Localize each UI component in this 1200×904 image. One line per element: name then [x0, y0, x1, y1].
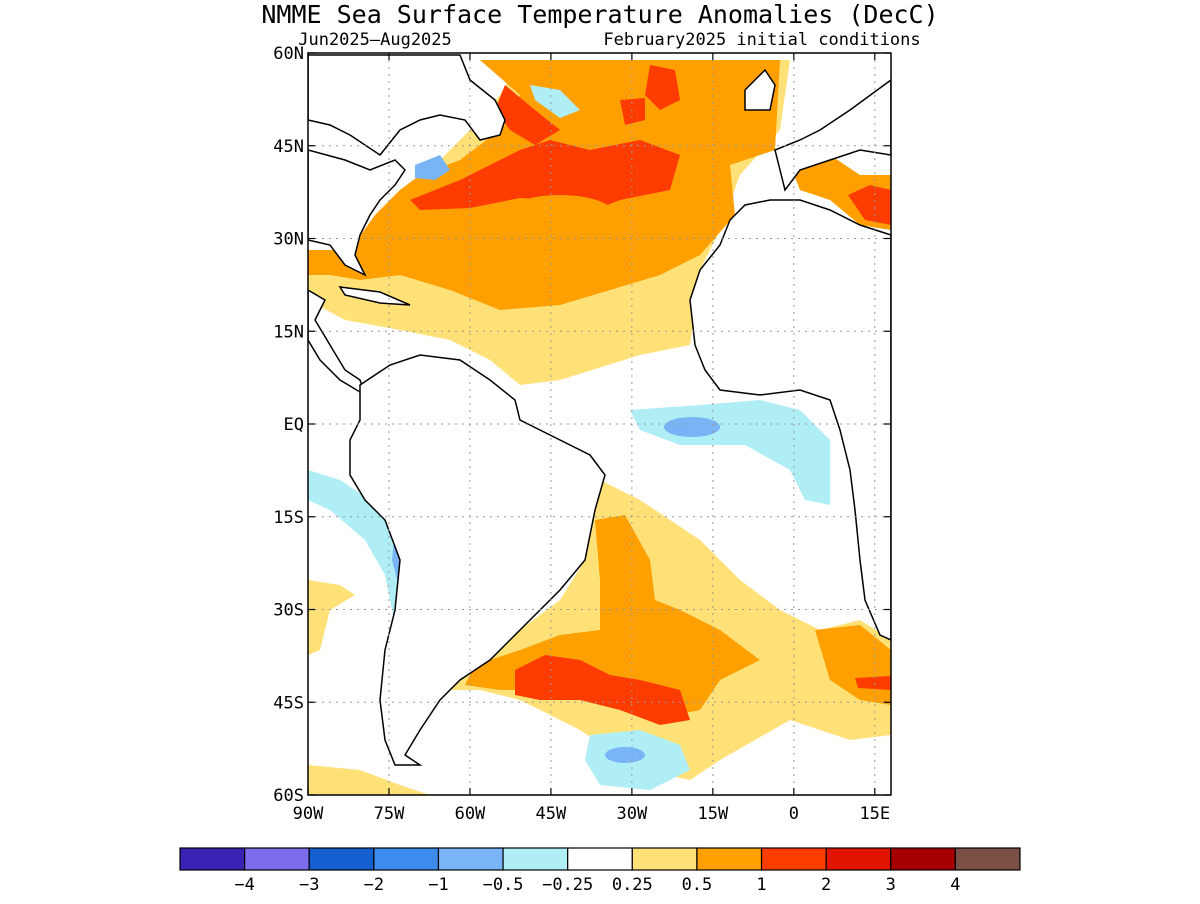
colorbar: −4 −3 −2 −1 −0.5 −0.25 0.25 0.5 1 2 3 4 — [179, 847, 1021, 895]
colorbar-swatch — [567, 847, 633, 871]
x-tick-label: 60W — [455, 804, 486, 824]
colorbar-label: −3 — [299, 875, 319, 895]
anomaly-region-gulfstream-cold — [415, 155, 450, 180]
colorbar-label: 0.25 — [612, 875, 653, 895]
colorbar-label: 4 — [950, 875, 960, 895]
anomaly-region-gulf-of-guinea-core — [664, 417, 720, 437]
chart-subtitle-period: Jun2025–Aug2025 — [298, 30, 452, 50]
continent-south-america — [349, 354, 606, 766]
anomaly-region-southeast-pacific — [308, 580, 355, 655]
anomaly-region-southern-ocean — [308, 765, 430, 795]
map-area — [308, 54, 891, 795]
colorbar-swatch — [244, 847, 310, 871]
colorbar-swatch — [437, 847, 504, 871]
y-tick-label: 60N — [273, 44, 304, 64]
island-cuba — [338, 286, 411, 306]
anomaly-region-med-core — [848, 185, 891, 225]
colorbar-swatch — [825, 847, 892, 871]
anomaly-region-south-atlantic-core — [515, 655, 690, 725]
continent-central-america — [308, 289, 367, 397]
island-britain — [744, 68, 776, 111]
x-tick-label: 30W — [617, 804, 648, 824]
continent-africa — [689, 199, 891, 641]
x-tick-label: 45W — [536, 804, 567, 824]
colorbar-label: 0.5 — [682, 875, 713, 895]
colorbar-label: −0.5 — [483, 875, 524, 895]
continent-us-east — [308, 149, 406, 277]
y-tick-label: 15N — [273, 322, 304, 342]
anomaly-region-south-cold-core — [605, 747, 645, 763]
colorbar-swatch — [308, 847, 375, 871]
colorbar-label: 1 — [756, 875, 766, 895]
colorbar-swatch — [696, 847, 763, 871]
y-tick-label: 30S — [273, 601, 304, 621]
colorbar-swatch — [179, 847, 246, 871]
anomaly-region-labrador-core — [495, 85, 560, 145]
colorbar-label: −0.25 — [542, 875, 593, 895]
colorbar-label: −2 — [364, 875, 384, 895]
x-tick-label: 75W — [374, 804, 405, 824]
colorbar-label: 3 — [886, 875, 896, 895]
y-tick-label: 30N — [273, 230, 304, 250]
anomaly-region-azores — [505, 195, 615, 235]
colorbar-swatch — [373, 847, 440, 871]
colorbar-swatch — [954, 847, 1021, 871]
anomaly-region-labrador-cold — [530, 85, 580, 118]
anomaly-region-north-atlantic-core — [410, 140, 680, 212]
y-tick-label: 45N — [273, 137, 304, 157]
colorbar-label: −4 — [234, 875, 254, 895]
anomaly-region-benguela-core — [855, 676, 891, 690]
y-axis: 60N 45N 30N 15N EQ 15S 30S 45S 60S — [273, 44, 891, 806]
x-tick-label: 15W — [698, 804, 729, 824]
anomaly-region-iceland-core — [645, 65, 680, 110]
x-axis: 90W 75W 60W 45W 30W 15W 0 15E — [293, 53, 890, 824]
x-tick-label: 15E — [859, 804, 890, 824]
continent-north-america — [308, 54, 506, 157]
continent-europe — [774, 79, 891, 192]
grid-lines — [308, 53, 891, 795]
chart-subtitle-init: February2025 initial conditions — [603, 30, 920, 50]
anomaly-region-east-atlantic-core — [620, 98, 645, 125]
chart-title: NMME Sea Surface Temperature Anomalies (… — [261, 0, 938, 29]
y-tick-label: 15S — [273, 508, 304, 528]
colorbar-swatch — [631, 847, 698, 871]
y-tick-label: 45S — [273, 693, 304, 713]
colorbar-label: 2 — [821, 875, 831, 895]
anomaly-region-peru-cold — [308, 470, 410, 625]
colorbar-swatch — [890, 847, 956, 871]
colorbar-swatch — [502, 847, 569, 871]
colorbar-label: −1 — [428, 875, 448, 895]
x-tick-label: 0 — [789, 804, 799, 824]
y-tick-label: EQ — [284, 415, 304, 435]
y-tick-label: 60S — [273, 786, 304, 806]
colorbar-swatch — [760, 847, 827, 871]
x-tick-label: 90W — [293, 804, 324, 824]
